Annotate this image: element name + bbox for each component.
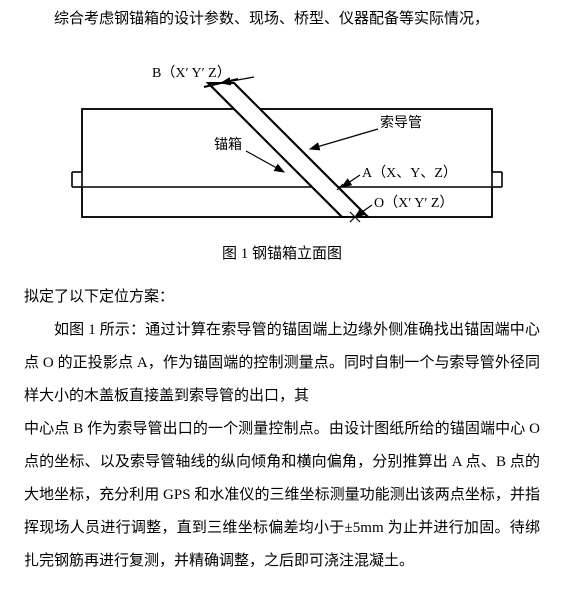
svg-text:A（X、Y、Z）: A（X、Y、Z） bbox=[362, 165, 457, 181]
figure-caption: 图 1 钢锚箱立面图 bbox=[24, 243, 540, 266]
svg-text:O（X′ Y′ Z）: O（X′ Y′ Z） bbox=[374, 195, 454, 211]
paragraph-lead: 拟定了以下定位方案： bbox=[24, 281, 540, 314]
body-text: 拟定了以下定位方案： 如图 1 所示：通过计算在索导管的锚固端上边缘外侧准确找出… bbox=[24, 281, 540, 578]
svg-text:锚箱: 锚箱 bbox=[214, 137, 242, 153]
diagram-svg: B（X′ Y′ Z） 索导管锚箱 A（X、Y、Z） O（X′ Y′ Z） bbox=[42, 47, 522, 231]
paragraph-1: 如图 1 所示：通过计算在索导管的锚固端上边缘外侧准确找出锚固端中心点 O 的正… bbox=[24, 314, 540, 413]
paragraph-2: 中心点 B 作为索导管出口的一个测量控制点。由设计图纸所给的锚固端中心 O 点的… bbox=[24, 413, 540, 578]
svg-text:B（X′ Y′ Z）: B（X′ Y′ Z） bbox=[152, 65, 231, 81]
intro-text: 综合考虑钢锚箱的设计参数、现场、桥型、仪器配备等实际情况， bbox=[24, 8, 540, 31]
svg-text:索导管: 索导管 bbox=[380, 114, 422, 131]
anchor-box-diagram: B（X′ Y′ Z） 索导管锚箱 A（X、Y、Z） O（X′ Y′ Z） bbox=[42, 47, 522, 231]
